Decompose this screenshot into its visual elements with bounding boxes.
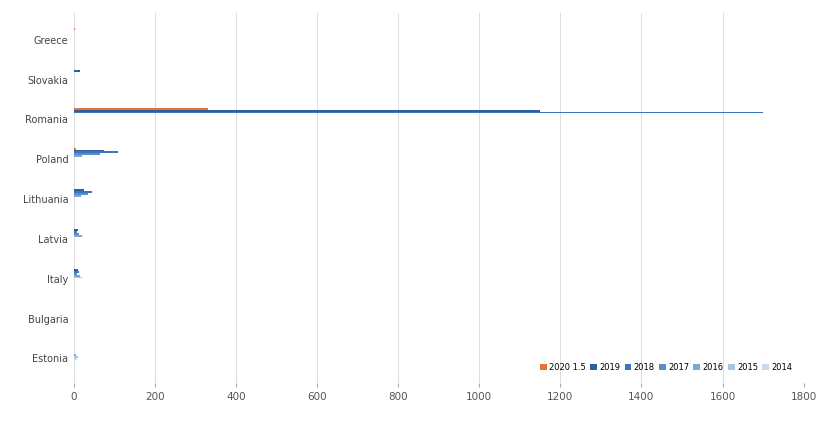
Bar (74, 148, 75, 150)
Bar (74, 195, 81, 197)
Bar (74, 155, 82, 157)
Bar (74, 273, 77, 275)
Bar (74, 152, 118, 153)
Bar (74, 358, 77, 360)
Bar (74, 354, 75, 356)
Bar (74, 231, 77, 233)
Bar (74, 269, 78, 271)
Bar (74, 271, 79, 273)
Bar (74, 357, 78, 358)
Bar (74, 233, 79, 235)
Bar (74, 190, 84, 191)
Bar (74, 193, 88, 195)
Bar (74, 112, 762, 113)
Bar (74, 153, 100, 155)
Bar (74, 150, 104, 151)
Bar (74, 110, 540, 112)
Bar (74, 108, 207, 109)
Bar (74, 191, 92, 193)
Bar (74, 70, 79, 72)
Bar (74, 276, 82, 279)
Bar (74, 275, 79, 276)
Bar (74, 235, 82, 237)
Bar (74, 229, 78, 231)
Legend: 2020 1.5, 2019, 2018, 2017, 2016, 2015, 2014: 2020 1.5, 2019, 2018, 2017, 2016, 2015, … (536, 360, 794, 376)
